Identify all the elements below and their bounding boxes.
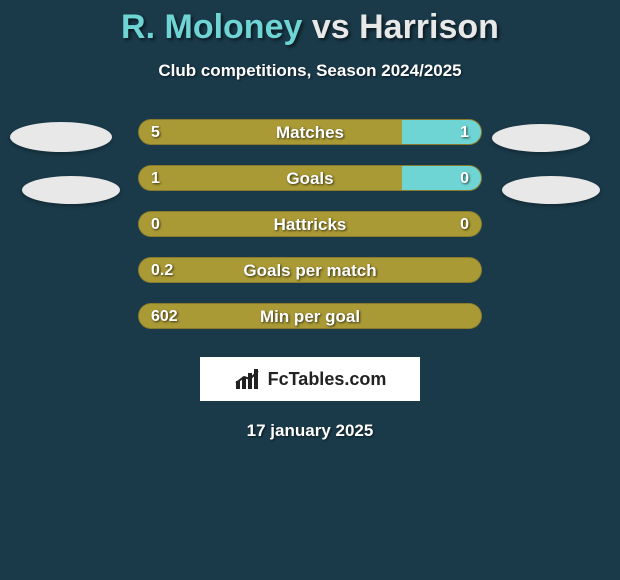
stat-bar-left xyxy=(139,304,481,328)
stat-row: Goals per match0.2 xyxy=(0,247,620,293)
stat-bar-left xyxy=(139,120,402,144)
stat-row: Hattricks00 xyxy=(0,201,620,247)
decorative-ellipse xyxy=(22,176,120,204)
decorative-ellipse xyxy=(502,176,600,204)
stat-row: Min per goal602 xyxy=(0,293,620,339)
brand-chart-icon xyxy=(234,367,262,391)
stat-bar: Goals10 xyxy=(138,165,482,191)
date-label: 17 january 2025 xyxy=(0,421,620,441)
stat-bar: Hattricks00 xyxy=(138,211,482,237)
stat-bar-left xyxy=(139,166,402,190)
decorative-ellipse xyxy=(10,122,112,152)
stat-bar: Matches51 xyxy=(138,119,482,145)
decorative-ellipse xyxy=(492,124,590,152)
stat-bar-left xyxy=(139,212,481,236)
stat-bar-left xyxy=(139,258,481,282)
stat-bar-right xyxy=(402,120,481,144)
title-right: Harrison xyxy=(359,8,499,46)
brand-badge: FcTables.com xyxy=(200,357,420,401)
title-left: R. Moloney xyxy=(121,8,302,46)
stat-bar: Goals per match0.2 xyxy=(138,257,482,283)
stat-bar-right xyxy=(402,166,481,190)
stat-bar: Min per goal602 xyxy=(138,303,482,329)
title-vs: vs xyxy=(302,8,359,46)
page-title: R. Moloney vs Harrison xyxy=(0,0,620,47)
brand-text: FcTables.com xyxy=(268,369,387,390)
subtitle: Club competitions, Season 2024/2025 xyxy=(0,61,620,81)
